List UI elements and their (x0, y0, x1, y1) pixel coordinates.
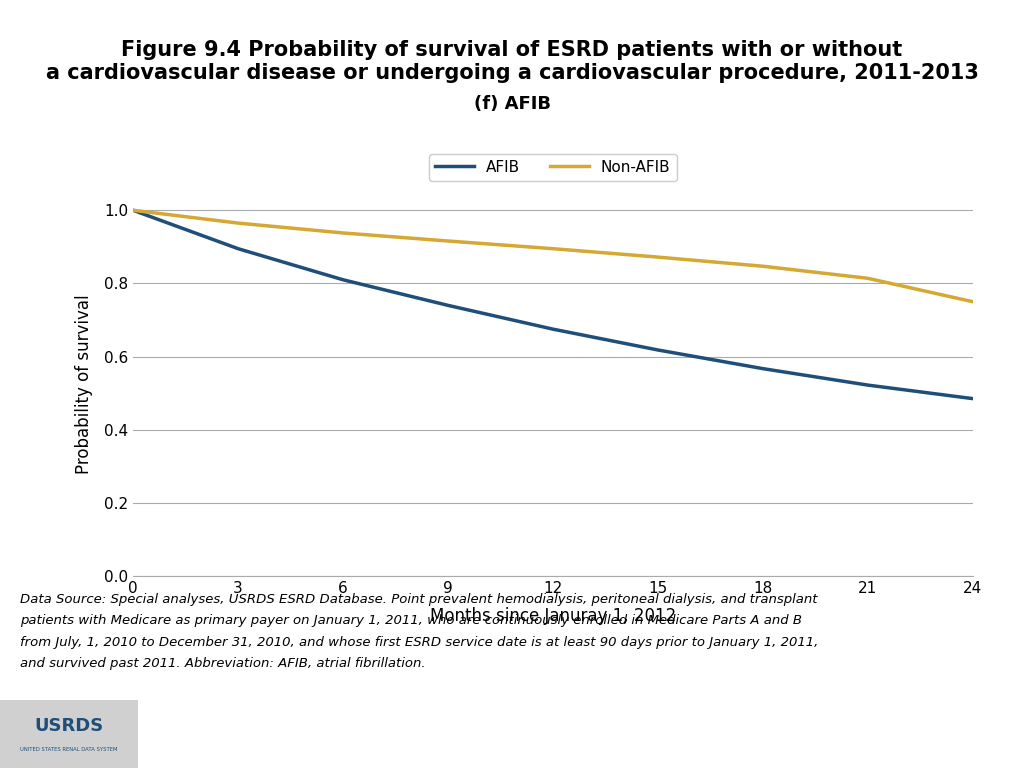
X-axis label: Months since Januray 1, 2012: Months since Januray 1, 2012 (430, 607, 676, 625)
Bar (0, 700, 138, 768)
Y-axis label: Probability of survival: Probability of survival (75, 294, 93, 474)
Text: (f) AFIB: (f) AFIB (473, 94, 551, 113)
Text: UNITED STATES RENAL DATA SYSTEM: UNITED STATES RENAL DATA SYSTEM (19, 746, 118, 752)
Text: Data Source: Special analyses, USRDS ESRD Database. Point prevalent hemodialysis: Data Source: Special analyses, USRDS ESR… (20, 593, 818, 606)
Text: Figure 9.4 Probability of survival of ESRD patients with or without: Figure 9.4 Probability of survival of ES… (122, 40, 902, 60)
Text: 13: 13 (969, 725, 993, 743)
Text: USRDS: USRDS (34, 717, 103, 735)
Text: and survived past 2011. Abbreviation: AFIB, atrial fibrillation.: and survived past 2011. Abbreviation: AF… (20, 657, 426, 670)
Text: a cardiovascular disease or undergoing a cardiovascular procedure, 2011-2013: a cardiovascular disease or undergoing a… (45, 63, 979, 83)
Text: Vol 2, ESRD, Ch 9: Vol 2, ESRD, Ch 9 (425, 725, 599, 743)
Legend: AFIB, Non-AFIB: AFIB, Non-AFIB (429, 154, 677, 180)
Text: from July, 1, 2010 to December 31, 2010, and whose first ESRD service date is at: from July, 1, 2010 to December 31, 2010,… (20, 636, 819, 649)
Text: patients with Medicare as primary payer on January 1, 2011, who are continuously: patients with Medicare as primary payer … (20, 614, 803, 627)
